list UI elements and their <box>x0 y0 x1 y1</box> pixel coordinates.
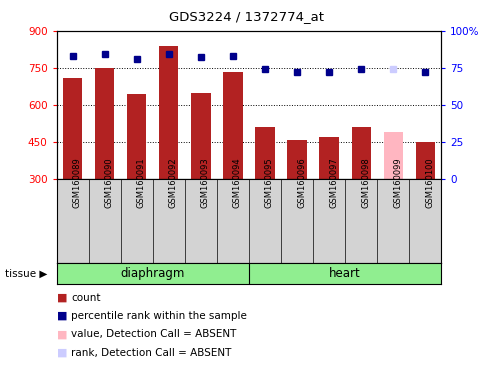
Bar <box>384 132 403 179</box>
Text: GSM160098: GSM160098 <box>361 157 370 208</box>
Text: GSM160100: GSM160100 <box>425 157 434 208</box>
Text: GSM160091: GSM160091 <box>137 157 146 208</box>
Bar <box>159 46 178 179</box>
Bar <box>416 142 435 179</box>
Text: GSM160093: GSM160093 <box>201 157 210 208</box>
Bar <box>255 127 275 179</box>
Text: ■: ■ <box>57 329 67 339</box>
Text: GSM160089: GSM160089 <box>73 157 82 208</box>
Bar <box>63 78 82 179</box>
Text: GSM160097: GSM160097 <box>329 157 338 208</box>
Text: count: count <box>71 293 101 303</box>
Text: GSM160092: GSM160092 <box>169 157 178 208</box>
Text: GSM160090: GSM160090 <box>105 157 114 208</box>
Text: heart: heart <box>329 267 361 280</box>
Text: GDS3224 / 1372774_at: GDS3224 / 1372774_at <box>169 10 324 23</box>
Text: tissue ▶: tissue ▶ <box>5 268 47 279</box>
Bar <box>319 137 339 179</box>
Text: ■: ■ <box>57 348 67 358</box>
Bar <box>352 127 371 179</box>
Bar <box>287 141 307 179</box>
Text: GSM160094: GSM160094 <box>233 157 242 208</box>
Bar <box>191 93 211 179</box>
Bar <box>127 94 146 179</box>
Text: ■: ■ <box>57 293 67 303</box>
Text: diaphragm: diaphragm <box>121 267 185 280</box>
Text: rank, Detection Call = ABSENT: rank, Detection Call = ABSENT <box>71 348 232 358</box>
Text: ■: ■ <box>57 311 67 321</box>
Text: value, Detection Call = ABSENT: value, Detection Call = ABSENT <box>71 329 237 339</box>
Text: GSM160099: GSM160099 <box>393 157 402 208</box>
Text: GSM160095: GSM160095 <box>265 157 274 208</box>
Text: GSM160096: GSM160096 <box>297 157 306 208</box>
Text: percentile rank within the sample: percentile rank within the sample <box>71 311 247 321</box>
Bar <box>95 68 114 179</box>
Bar <box>223 72 243 179</box>
